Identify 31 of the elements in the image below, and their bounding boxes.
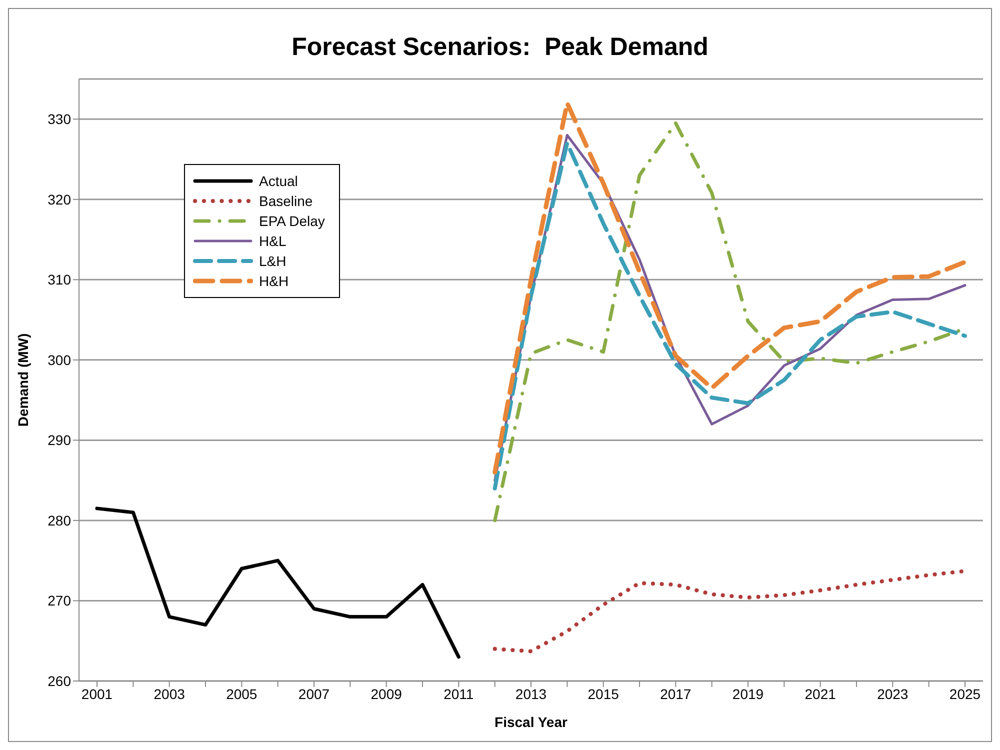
y-tick-label: 290 xyxy=(48,432,72,448)
y-tick-label: 260 xyxy=(48,672,72,689)
x-tick-label: 2021 xyxy=(804,686,836,702)
y-axis-title: Demand (MW) xyxy=(14,333,31,427)
chart-title: Forecast Scenarios: Peak Demand xyxy=(290,33,710,62)
x-tick-label: 2009 xyxy=(370,686,402,702)
x-tick-label: 2017 xyxy=(660,686,692,702)
x-tick-label: 2011 xyxy=(444,686,474,702)
legend-label: Baseline xyxy=(259,193,313,209)
legend-label: H&H xyxy=(259,273,289,289)
legend-label: EPA Delay xyxy=(259,213,325,229)
y-tick-label: 330 xyxy=(48,111,72,128)
y-tick-label: 270 xyxy=(48,592,72,609)
x-tick-label: 2019 xyxy=(732,686,764,702)
y-tick-label: 310 xyxy=(48,272,72,288)
legend-label: Actual xyxy=(259,173,298,189)
x-tick-label: 2005 xyxy=(226,686,258,702)
x-axis-title: Fiscal Year xyxy=(494,714,568,730)
x-tick-label: 2013 xyxy=(515,686,547,702)
x-tick-label: 2025 xyxy=(949,686,981,702)
y-tick-label: 280 xyxy=(48,512,72,528)
y-tick-label: 320 xyxy=(48,191,72,208)
legend-label: H&L xyxy=(259,233,286,249)
x-tick-label: 2015 xyxy=(588,686,620,702)
x-tick-label: 2001 xyxy=(81,686,113,702)
y-tick-label: 300 xyxy=(48,352,72,368)
legend-label: L&H xyxy=(259,253,286,269)
line-series xyxy=(95,506,460,659)
x-tick-label: 2023 xyxy=(877,686,908,702)
x-tick-label: 2007 xyxy=(298,686,330,702)
x-tick-label: 2003 xyxy=(154,686,186,702)
